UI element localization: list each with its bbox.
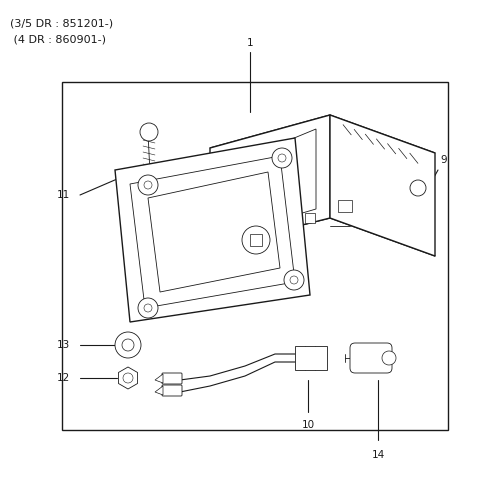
Text: 1: 1	[247, 38, 253, 48]
Circle shape	[284, 270, 304, 290]
Polygon shape	[115, 138, 310, 322]
Polygon shape	[210, 115, 330, 248]
Polygon shape	[330, 115, 435, 256]
Bar	[62, 82, 448, 430]
FancyBboxPatch shape	[350, 343, 392, 373]
Text: (4 DR : 860901-): (4 DR : 860901-)	[10, 34, 106, 44]
Circle shape	[115, 332, 141, 358]
Polygon shape	[119, 367, 138, 389]
Bar	[338, 200, 352, 212]
Text: 11: 11	[57, 190, 70, 200]
Circle shape	[410, 180, 426, 196]
Text: 9: 9	[440, 155, 446, 165]
Circle shape	[272, 148, 292, 168]
FancyBboxPatch shape	[162, 385, 182, 396]
Text: (3/5 DR : 851201-): (3/5 DR : 851201-)	[10, 18, 113, 28]
Circle shape	[122, 339, 134, 351]
Polygon shape	[155, 374, 163, 383]
Circle shape	[382, 351, 396, 365]
Bar	[295, 346, 327, 370]
Text: 13: 13	[57, 340, 70, 350]
Polygon shape	[155, 386, 163, 395]
Circle shape	[138, 298, 158, 318]
FancyBboxPatch shape	[162, 373, 182, 384]
Circle shape	[140, 123, 158, 141]
Text: 10: 10	[301, 420, 314, 430]
Bar	[250, 234, 262, 246]
Circle shape	[138, 175, 158, 195]
Circle shape	[242, 226, 270, 254]
Text: 12: 12	[57, 373, 70, 383]
Bar	[305, 213, 315, 223]
Text: 14: 14	[372, 450, 384, 460]
Polygon shape	[210, 115, 435, 186]
